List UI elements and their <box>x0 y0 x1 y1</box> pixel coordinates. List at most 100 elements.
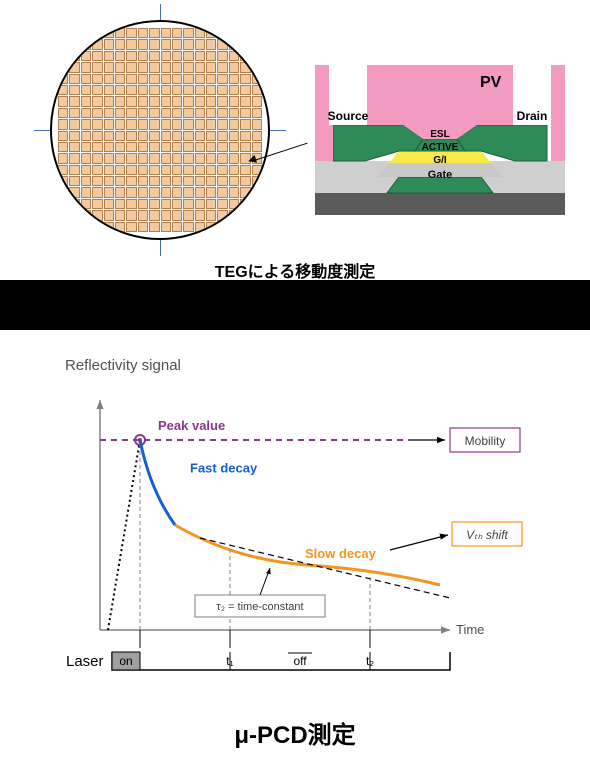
wafer-die <box>69 176 79 186</box>
wafer-die <box>149 199 159 209</box>
wafer-die <box>161 119 171 129</box>
wafer-die <box>81 165 91 175</box>
wafer-die <box>240 62 250 72</box>
wafer-die <box>69 119 79 129</box>
wafer-die <box>206 131 216 141</box>
wafer-die <box>195 62 205 72</box>
wafer-die <box>195 210 205 220</box>
wafer-die <box>104 85 114 95</box>
wafer-die <box>126 28 136 38</box>
wafer-die <box>58 222 68 232</box>
wafer-die <box>252 28 262 38</box>
svg-text:G/I: G/I <box>433 155 447 166</box>
wafer-die <box>149 28 159 38</box>
wafer-die <box>206 153 216 163</box>
svg-text:ESL: ESL <box>430 129 449 140</box>
wafer-die <box>126 51 136 61</box>
wafer-die <box>172 187 182 197</box>
wafer-die <box>126 96 136 106</box>
wafer-die <box>206 62 216 72</box>
wafer-die <box>104 119 114 129</box>
wafer-die <box>252 85 262 95</box>
wafer-die <box>58 153 68 163</box>
wafer-die <box>183 39 193 49</box>
wafer-die <box>81 131 91 141</box>
wafer-die <box>252 142 262 152</box>
wafer-die <box>217 119 227 129</box>
wafer-die <box>240 131 250 141</box>
wafer-die <box>217 222 227 232</box>
wafer-die <box>115 85 125 95</box>
wafer-die <box>69 142 79 152</box>
wafer-die <box>138 96 148 106</box>
wafer-die <box>195 85 205 95</box>
wafer-die <box>81 187 91 197</box>
wafer-die <box>252 176 262 186</box>
wafer-die <box>92 131 102 141</box>
wafer-die <box>172 165 182 175</box>
wafer-die <box>81 74 91 84</box>
wafer-die <box>69 62 79 72</box>
wafer-die <box>229 131 239 141</box>
wafer-die <box>126 62 136 72</box>
wafer-die <box>183 153 193 163</box>
wafer-die <box>240 187 250 197</box>
wafer-die <box>240 39 250 49</box>
wafer-die <box>115 187 125 197</box>
wafer-die <box>195 199 205 209</box>
wafer-die <box>240 96 250 106</box>
wafer-die <box>58 28 68 38</box>
wafer-die <box>240 199 250 209</box>
wafer-die <box>69 96 79 106</box>
wafer-die <box>104 39 114 49</box>
wafer-die <box>104 165 114 175</box>
wafer-die <box>183 28 193 38</box>
wafer-die <box>149 85 159 95</box>
svg-text:Reflectivity signal: Reflectivity signal <box>65 357 181 374</box>
wafer-die <box>161 51 171 61</box>
wafer-die <box>81 108 91 118</box>
wafer-die <box>138 39 148 49</box>
wafer-die <box>195 51 205 61</box>
wafer-die <box>161 131 171 141</box>
wafer-die <box>138 176 148 186</box>
wafer-die <box>58 165 68 175</box>
wafer-die <box>149 153 159 163</box>
wafer-die <box>240 142 250 152</box>
wafer-die <box>81 96 91 106</box>
upcd-panel: Reflectivity signalTimePeak valueMobilit… <box>0 330 590 758</box>
wafer-die <box>183 85 193 95</box>
wafer-die <box>69 222 79 232</box>
wafer-die <box>69 74 79 84</box>
wafer-die <box>183 108 193 118</box>
wafer-die <box>206 199 216 209</box>
wafer-die <box>115 62 125 72</box>
wafer-die <box>58 119 68 129</box>
wafer-die <box>252 74 262 84</box>
wafer-die <box>161 222 171 232</box>
wafer-die <box>161 74 171 84</box>
wafer-die <box>195 39 205 49</box>
wafer-die <box>206 142 216 152</box>
wafer-die <box>252 187 262 197</box>
wafer-die <box>217 74 227 84</box>
wafer-die <box>195 74 205 84</box>
wafer-die <box>172 28 182 38</box>
wafer-die <box>183 199 193 209</box>
wafer-die <box>161 153 171 163</box>
wafer-die <box>217 28 227 38</box>
wafer-die <box>92 165 102 175</box>
wafer-die <box>229 51 239 61</box>
wafer-die <box>195 176 205 186</box>
wafer-die <box>138 153 148 163</box>
wafer-die <box>172 176 182 186</box>
wafer-die <box>92 85 102 95</box>
wafer-die <box>81 176 91 186</box>
wafer-die <box>138 222 148 232</box>
svg-text:Time: Time <box>456 622 484 637</box>
svg-text:Mobility: Mobility <box>465 434 506 448</box>
svg-text:off: off <box>293 654 307 668</box>
wafer-die <box>126 131 136 141</box>
wafer-die <box>104 199 114 209</box>
wafer-die <box>69 39 79 49</box>
